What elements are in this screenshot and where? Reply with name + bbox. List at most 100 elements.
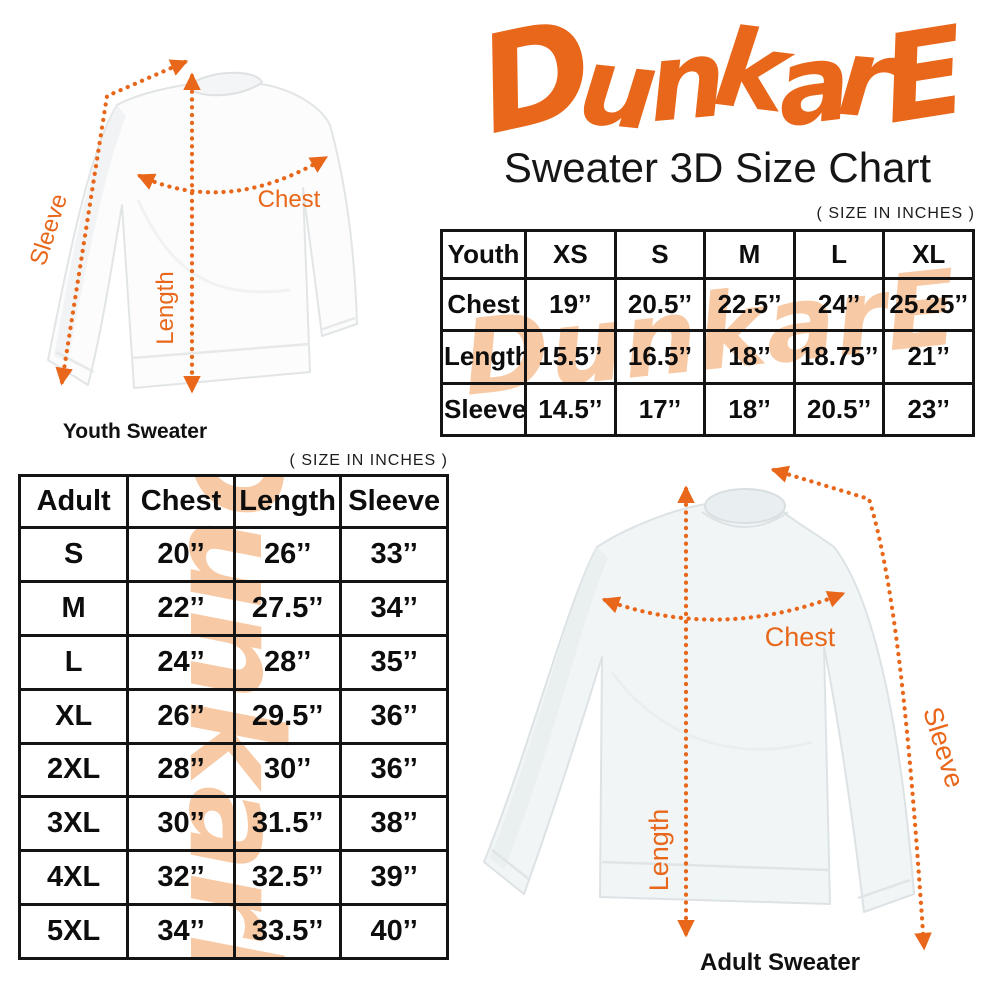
table-cell: 28’’ [232, 633, 343, 691]
table-row: 5XL 34’’ 33.5’’ 40’’ [18, 903, 449, 960]
youth-size-note: ( SIZE IN INCHES ) [816, 205, 975, 222]
sleeve-arrow [770, 465, 932, 951]
table-row-header: S [18, 526, 130, 583]
table-cell: 33.5’’ [232, 903, 343, 960]
table-row-header: Length [440, 329, 528, 385]
table-cell: 22.5’’ [703, 276, 796, 333]
table-header-row: Youth XS S M L XL [440, 229, 975, 280]
table-cell: 30’’ [126, 795, 236, 853]
table-cell: 30’’ [232, 741, 343, 799]
youth-sweater-diagram: Sleeve Length Chest [25, 59, 358, 394]
adult-collar [703, 488, 787, 524]
table-row: Chest 19’’ 20.5’’ 22.5’’ 24’’ 25.25’’ [440, 276, 975, 333]
chart-title: Sweater 3D Size Chart [503, 144, 932, 191]
table-row-header: M [18, 579, 130, 637]
table-header-cell: XL [882, 229, 975, 280]
youth-length-label: Length [152, 271, 179, 344]
table-cell: 34’’ [126, 903, 236, 960]
table-row-header: 3XL [18, 795, 130, 853]
table-cell: 27.5’’ [232, 579, 343, 637]
table-cell: 23’’ [882, 381, 975, 437]
table-row-header: 5XL [18, 903, 130, 960]
table-cell: 20’’ [126, 526, 236, 583]
table-cell: 32’’ [126, 849, 236, 907]
table-cell: 36’’ [339, 687, 449, 745]
table-header-cell: M [703, 229, 796, 280]
table-cell: 26’’ [126, 687, 236, 745]
adult-sweater-shading [490, 547, 608, 870]
table-cell: 22’’ [126, 579, 236, 637]
table-row: XL 26’’ 29.5’’ 36’’ [18, 687, 449, 745]
youth-cuff-seam-right [319, 316, 356, 332]
table-cell: 26’’ [232, 526, 343, 583]
table-row-header: 4XL [18, 849, 130, 907]
table-cell: 24’’ [126, 633, 236, 691]
table-row-header: XL [18, 687, 130, 745]
table-row: Sleeve 14.5’’ 17’’ 18’’ 20.5’’ 23’’ [440, 381, 975, 437]
table-cell: 18’’ [703, 329, 796, 385]
youth-size-table: Youth XS S M L XL Chest 19’’ 20.5’’ 22.5’’ 24’’ 25.… [440, 229, 975, 437]
table-header-cell: Length [232, 474, 343, 529]
sleeve-arrow [55, 59, 189, 386]
table-cell: 21’’ [882, 329, 975, 385]
adult-cuff-seam-left [491, 849, 531, 881]
adult-size-note: ( SIZE IN INCHES ) [289, 452, 448, 469]
adult-sleeve-label: Sleeve [917, 704, 970, 792]
table-cell: 28’’ [126, 741, 236, 799]
table-cell: 32.5’’ [232, 849, 343, 907]
adult-sweater-diagram: Chest Length Sleeve [483, 465, 970, 951]
table-cell: 31.5’’ [232, 795, 343, 853]
table-cell: 18’’ [703, 381, 796, 437]
table-cell: 36’’ [339, 741, 449, 799]
table-cell: 39’’ [339, 849, 449, 907]
table-cell: 14.5’’ [524, 381, 617, 437]
table-header-cell: Chest [126, 474, 236, 529]
youth-table-section: DunkarE Youth XS S M L XL Chest 19’’ 20.5’’ 22.5’… [440, 229, 975, 437]
table-cell: 33’’ [339, 526, 449, 583]
table-row: S 20’’ 26’’ 33’’ [18, 526, 449, 583]
chest-arrow [136, 155, 329, 195]
table-row-header: Chest [440, 276, 528, 333]
adult-caption: Adult Sweater [699, 949, 861, 976]
adult-sweater-illustration [483, 488, 915, 913]
youth-caption: Youth Sweater [62, 420, 208, 443]
table-cell: 20.5’’ [792, 381, 886, 437]
table-row-header: L [18, 633, 130, 691]
table-row-header: Sleeve [440, 381, 528, 437]
table-cell: 20.5’’ [613, 276, 707, 333]
youth-sleeve-label: Sleeve [25, 191, 73, 269]
table-header-cell: Adult [18, 474, 130, 529]
table-row: 4XL 32’’ 32.5’’ 39’’ [18, 849, 449, 907]
table-cell: 18.75’’ [792, 329, 886, 385]
table-row: L 24’’ 28’’ 35’’ [18, 633, 449, 691]
table-row-header: 2XL [18, 741, 130, 799]
table-cell: 29.5’’ [232, 687, 343, 745]
adult-size-table: Adult Chest Length Sleeve S 20’’ 26’’ 33’’ M 22’’… [18, 474, 449, 960]
table-cell: 35’’ [339, 633, 449, 691]
table-cell: 19’’ [524, 276, 617, 333]
table-cell: 24’’ [792, 276, 886, 333]
chest-arrow [601, 590, 846, 622]
table-row: 3XL 30’’ 31.5’’ 38’’ [18, 795, 449, 853]
adult-table-section: DunkarE Adult Chest Length Sleeve S 20’’ 26’’ 3… [18, 474, 449, 960]
table-cell: 15.5’’ [524, 329, 617, 385]
table-cell: 34’’ [339, 579, 449, 637]
table-header-cell: L [792, 229, 886, 280]
table-header-row: Adult Chest Length Sleeve [18, 474, 449, 529]
table-row: M 22’’ 27.5’’ 34’’ [18, 579, 449, 637]
youth-sweater-body [47, 83, 358, 389]
table-cell: 40’’ [339, 903, 449, 960]
table-row: 2XL 28’’ 30’’ 36’’ [18, 741, 449, 799]
table-header-cell: Sleeve [339, 474, 449, 529]
table-cell: 16.5’’ [613, 329, 707, 385]
youth-sweater-illustration [47, 71, 358, 389]
brand-logo-letter: E [871, 0, 976, 152]
table-cell: 25.25’’ [882, 276, 975, 333]
adult-length-label: Length [644, 809, 674, 892]
table-cell: 17’’ [613, 381, 707, 437]
adult-chest-label: Chest [765, 622, 836, 652]
youth-collar [186, 71, 264, 97]
table-cell: 38’’ [339, 795, 449, 853]
